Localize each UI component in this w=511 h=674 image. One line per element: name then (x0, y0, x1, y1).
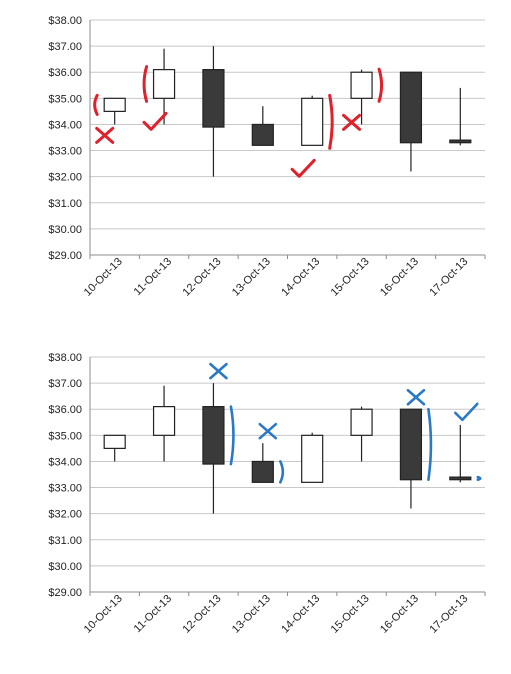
check-mark (290, 158, 316, 178)
x-tick-label: 16-Oct-13 (378, 256, 421, 299)
check-mark (454, 402, 479, 422)
x-tick-label: 12-Oct-13 (180, 256, 223, 299)
y-tick-label: $29.00 (48, 587, 82, 599)
x-tick-label: 11-Oct-13 (132, 593, 174, 635)
candle-body (202, 406, 225, 465)
chart-top-svg: $29.00 $30.00 $31.00 $32.00 $33.00 $34.00 $35.… (48, 15, 486, 299)
y-tick-label: $34.00 (48, 456, 82, 468)
candle-body (449, 139, 472, 144)
x-tick-label: 16-Oct-13 (378, 593, 421, 636)
candle-body (251, 460, 274, 483)
cross-mark (95, 126, 115, 144)
x-tick-label: 17-Oct-13 (427, 593, 470, 636)
bracket-mark (328, 93, 334, 150)
y-tick-label: $33.00 (48, 483, 82, 495)
y-tick-label: $33.00 (48, 146, 82, 158)
y-tick-label: $32.00 (48, 172, 82, 184)
cross-mark (406, 388, 426, 406)
check-mark (142, 111, 168, 131)
x-tick-label: 14-Oct-13 (279, 256, 322, 299)
x-tick-label: 11-Oct-13 (132, 256, 174, 298)
y-tick-label: $35.00 (48, 430, 82, 442)
bracket-mark (93, 93, 99, 116)
candle-body (399, 408, 423, 481)
candle-body (449, 476, 472, 481)
x-tick-label: 15-Oct-13 (329, 593, 372, 636)
candlestick-chart-top: $29.00 $30.00 $31.00 $32.00 $33.00 $34.00 $35.… (0, 0, 511, 335)
y-tick-label: $35.00 (48, 93, 82, 105)
bracket-mark (229, 405, 235, 466)
candle-body (152, 406, 176, 436)
bracket-mark (142, 65, 149, 103)
y-tick-label: $31.00 (48, 198, 82, 210)
bracket-mark (377, 67, 384, 103)
y-tick-label: $36.00 (48, 404, 82, 416)
candle-body (350, 71, 373, 99)
cross-mark (258, 422, 278, 440)
candle-body (350, 408, 373, 436)
y-tick-label: $34.00 (48, 119, 82, 131)
cross-mark (342, 113, 362, 131)
y-tick-label: $38.00 (48, 352, 82, 364)
y-tick-label: $30.00 (48, 561, 82, 573)
x-tick-label: 14-Oct-13 (279, 593, 322, 636)
candle-body (251, 123, 274, 146)
candle-body (202, 69, 225, 128)
candle-body (301, 434, 324, 483)
candle-body (301, 97, 324, 146)
x-tick-label: 10-Oct-13 (82, 593, 125, 636)
x-tick-label: 13-Oct-13 (230, 593, 273, 636)
y-tick-label: $30.00 (48, 224, 82, 236)
x-tick-label: 13-Oct-13 (230, 256, 273, 299)
y-tick-label: $29.00 (48, 250, 82, 262)
candle-body (103, 434, 126, 449)
chart-bottom-svg: $29.00 $30.00 $31.00 $32.00 $33.00 $34.00 $35.… (48, 352, 486, 636)
x-tick-label: 17-Oct-13 (427, 256, 470, 299)
bracket-mark (476, 475, 482, 482)
bracket-mark (427, 407, 433, 482)
candle-body (399, 71, 423, 144)
x-tick-label: 12-Oct-13 (180, 593, 223, 636)
bracket-mark (279, 460, 285, 484)
y-tick-label: $38.00 (48, 15, 82, 27)
x-tick-label: 10-Oct-13 (82, 256, 125, 299)
candlestick-chart-bottom: $29.00 $30.00 $31.00 $32.00 $33.00 $34.00 $35.… (0, 337, 511, 674)
y-tick-label: $36.00 (48, 67, 82, 79)
candle-body (103, 97, 126, 112)
y-tick-label: $37.00 (48, 41, 82, 53)
y-tick-label: $37.00 (48, 378, 82, 390)
x-tick-label: 15-Oct-13 (329, 256, 372, 299)
y-tick-label: $32.00 (48, 509, 82, 521)
y-tick-label: $31.00 (48, 535, 82, 547)
cross-mark (209, 362, 228, 380)
candle-body (152, 69, 176, 99)
